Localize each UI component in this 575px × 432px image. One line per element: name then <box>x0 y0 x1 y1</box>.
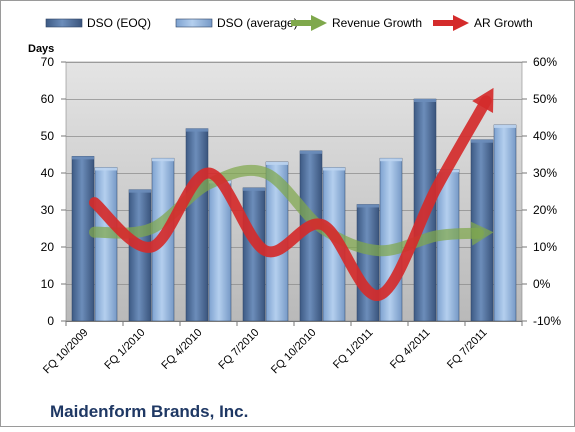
y-tick-label: 70 <box>41 55 55 69</box>
legend-swatch-dso-average <box>175 18 213 28</box>
bar-top-dso-eoq <box>129 189 151 193</box>
bar-dso-eoq <box>356 204 380 322</box>
line-ar-growth <box>89 95 492 301</box>
y2-tick-label: 50% <box>533 92 557 106</box>
bar-top-dso-eoq <box>357 204 379 208</box>
y2-tick-label: 10% <box>533 240 557 254</box>
bar-dso-eoq <box>185 128 209 322</box>
bar-dso-eoq <box>71 156 95 322</box>
y-tick-label: 60 <box>41 92 55 106</box>
arrowhead-ar-growth <box>472 87 494 113</box>
y2-tick-label: 40% <box>533 129 557 143</box>
y-tick-label: 10 <box>41 277 55 291</box>
bar-top-dso-average <box>266 161 288 165</box>
legend-swatch-dso-eoq <box>45 18 83 28</box>
y-tick-label: 0 <box>47 314 54 328</box>
bar-top-dso-eoq <box>300 150 322 154</box>
y-tick-label: 30 <box>41 203 55 217</box>
bar-top-dso-eoq <box>414 99 436 102</box>
bar-top-dso-average <box>380 158 402 162</box>
chart-footer: Maidenform Brands, Inc. <box>50 402 248 421</box>
bar-dso-eoq <box>128 189 152 322</box>
y2-tick-label: -10% <box>533 314 561 328</box>
y-tick-label: 50 <box>41 129 55 143</box>
y-axis-label: Days <box>28 43 54 55</box>
line-revenue-growth <box>89 164 484 257</box>
bar-top-dso-average <box>95 167 117 171</box>
legend-arrow-ar-growth <box>453 15 469 31</box>
legend: DSO (EOQ) DSO (average) Revenue Growth AR G… <box>45 15 533 31</box>
bar-top-dso-eoq <box>72 156 94 160</box>
bar-top-dso-eoq <box>471 139 493 143</box>
y-tick-label: 40 <box>41 166 55 180</box>
y2-tick-label: 20% <box>533 203 557 217</box>
bar-dso-average <box>493 124 517 322</box>
legend-label-ar-growth: AR Growth <box>474 16 533 30</box>
legend-label-revenue-growth: Revenue Growth <box>332 16 422 30</box>
bar-dso-average <box>94 167 118 322</box>
y2-tick-label: 30% <box>533 166 557 180</box>
legend-label-dso-eoq: DSO (EOQ) <box>87 16 151 30</box>
y2-tick-label: 0% <box>533 277 551 291</box>
bar-top-dso-average <box>323 167 345 171</box>
bar-top-dso-average <box>494 124 516 128</box>
bar-top-dso-eoq <box>186 128 208 132</box>
bar-top-dso-average <box>152 158 174 162</box>
legend-arrow-revenue-growth <box>311 15 327 31</box>
arrowhead-revenue-growth <box>470 221 494 246</box>
bar-top-dso-eoq <box>243 187 265 191</box>
line-series <box>89 87 494 301</box>
legend-label-dso-average: DSO (average) <box>217 16 298 30</box>
y2-tick-label: 60% <box>533 55 557 69</box>
y-tick-label: 20 <box>41 240 55 254</box>
